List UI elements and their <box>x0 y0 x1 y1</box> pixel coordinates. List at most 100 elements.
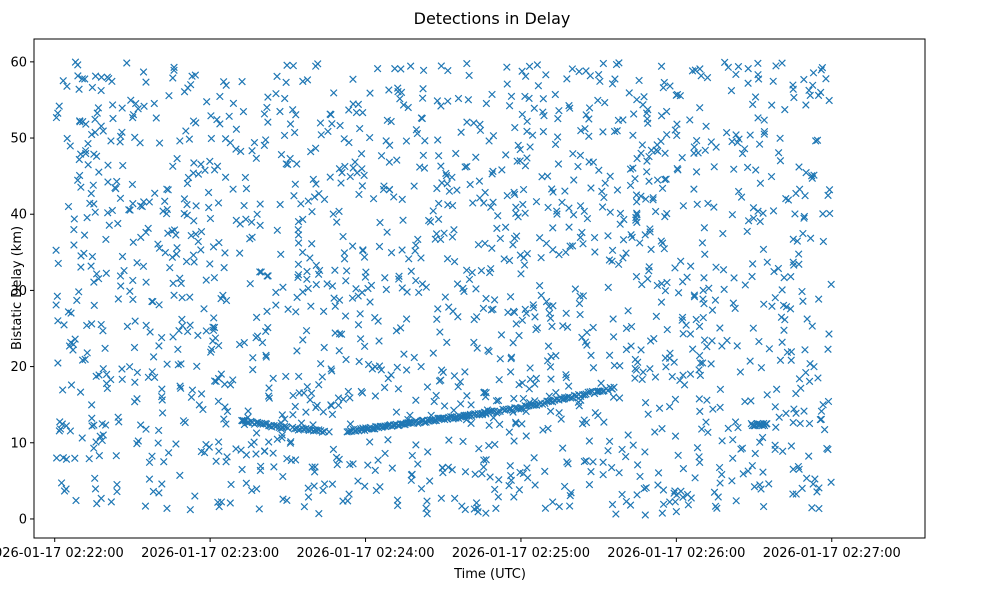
data-point <box>306 396 314 404</box>
data-point <box>782 409 790 418</box>
data-point <box>57 479 66 487</box>
data-point <box>63 82 71 91</box>
data-point <box>118 375 126 384</box>
data-point <box>710 203 718 211</box>
data-point <box>692 168 701 176</box>
data-point <box>388 464 397 472</box>
data-point <box>475 177 484 185</box>
data-point <box>107 137 115 145</box>
data-point <box>415 163 424 171</box>
data-point <box>92 438 100 446</box>
data-point <box>589 458 597 466</box>
data-point <box>744 79 752 87</box>
data-point <box>170 63 178 72</box>
data-point <box>518 110 527 119</box>
data-point <box>711 296 720 304</box>
data-point <box>91 72 100 80</box>
data-point <box>657 298 666 306</box>
data-point <box>565 204 573 212</box>
data-point <box>330 294 338 302</box>
data-point <box>671 487 679 495</box>
data-point <box>62 455 71 463</box>
data-point <box>437 494 446 502</box>
data-point <box>807 172 816 180</box>
data-point <box>197 447 206 456</box>
data-point <box>526 364 534 372</box>
data-point <box>661 212 669 221</box>
data-point <box>692 315 700 324</box>
data-point <box>73 176 82 184</box>
data-point <box>482 456 490 464</box>
data-point <box>263 307 271 316</box>
data-point <box>78 356 87 364</box>
data-point <box>380 182 388 190</box>
data-point <box>547 185 556 193</box>
data-point <box>641 398 650 407</box>
data-point <box>393 363 402 372</box>
data-point <box>215 502 223 511</box>
data-point <box>662 175 670 183</box>
data-point <box>690 185 698 193</box>
data-point <box>295 389 304 397</box>
data-point <box>619 236 628 244</box>
data-point <box>789 418 797 427</box>
data-point <box>453 186 461 194</box>
data-point <box>382 285 391 294</box>
data-point <box>411 247 419 255</box>
data-point <box>825 209 834 218</box>
data-point <box>795 185 804 193</box>
data-point <box>565 223 573 231</box>
data-point <box>448 466 456 474</box>
data-point <box>495 420 504 429</box>
data-point <box>693 444 702 452</box>
data-point <box>696 103 704 112</box>
data-point <box>454 382 462 391</box>
data-point <box>423 497 431 505</box>
data-point <box>105 221 114 229</box>
data-point <box>633 218 641 227</box>
data-point <box>640 484 648 493</box>
data-point <box>223 453 231 461</box>
data-point <box>795 260 803 268</box>
data-point <box>265 394 274 402</box>
data-point <box>466 180 474 189</box>
data-point <box>180 195 189 203</box>
data-point <box>789 235 798 243</box>
data-point <box>214 498 222 507</box>
data-point <box>319 307 328 316</box>
data-point <box>78 75 87 83</box>
data-point <box>562 248 570 257</box>
data-point <box>200 305 208 313</box>
data-point <box>744 64 752 73</box>
data-point <box>704 199 712 208</box>
data-point <box>624 431 632 439</box>
data-point <box>210 314 218 322</box>
data-point <box>318 373 327 381</box>
data-point <box>414 460 422 468</box>
data-point <box>302 326 311 335</box>
data-point <box>210 273 219 282</box>
data-point <box>88 252 97 261</box>
data-point <box>126 287 134 296</box>
data-point <box>443 338 451 347</box>
data-point <box>88 83 97 92</box>
data-point <box>756 438 764 446</box>
data-point <box>620 215 628 224</box>
data-point <box>510 190 519 199</box>
data-point <box>475 444 483 453</box>
data-point <box>565 104 574 112</box>
data-point <box>265 384 273 392</box>
data-point <box>335 207 343 216</box>
data-point <box>101 344 109 353</box>
data-point <box>307 240 316 248</box>
data-point <box>272 288 280 297</box>
data-point <box>87 320 96 328</box>
data-point <box>263 272 271 280</box>
data-point <box>204 188 213 197</box>
data-point <box>154 240 162 248</box>
data-point <box>540 111 548 120</box>
data-point <box>404 103 412 112</box>
data-point <box>695 366 703 374</box>
data-point <box>724 63 733 72</box>
data-point <box>570 176 578 184</box>
